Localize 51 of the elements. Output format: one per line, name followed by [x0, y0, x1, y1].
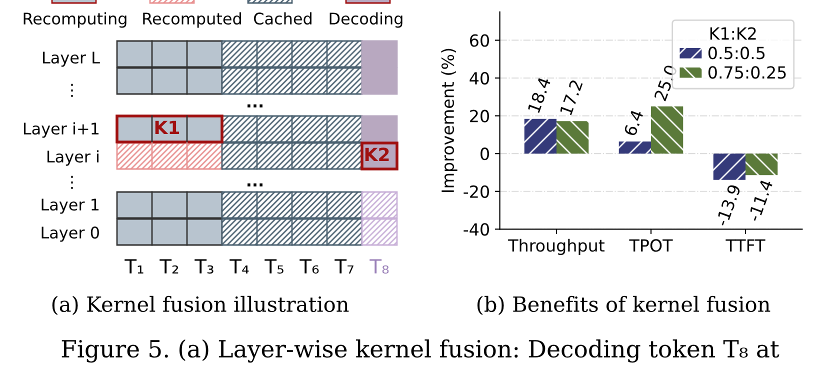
bar	[556, 121, 589, 154]
text: Layer 0	[42, 226, 99, 242]
data-label: 6.4	[624, 109, 644, 136]
text: T₆	[300, 259, 319, 274]
text: T₁	[124, 259, 144, 274]
text: Recomputing	[24, 12, 126, 28]
text: T₂	[160, 259, 178, 274]
y-tick-label: 60	[470, 34, 489, 47]
legend-title: K1:K2	[710, 27, 756, 40]
text: K2	[365, 148, 389, 161]
y-tick-label: 40	[470, 72, 489, 85]
data-label: -11.4	[747, 179, 773, 222]
text: Layer i+1	[24, 122, 99, 138]
x-tick-label: TTFT	[726, 239, 766, 252]
y-tick-label: 20	[470, 110, 489, 122]
x-tick-label: Throughput	[508, 238, 604, 256]
bar	[524, 118, 556, 154]
text: Recomputed	[143, 12, 241, 28]
text: T₃	[194, 259, 214, 274]
text: Decoding	[330, 12, 402, 28]
text: (b) Benefits of kernel fusion	[477, 296, 770, 315]
y-tick-label: -40	[464, 223, 489, 236]
text: Layer 1	[42, 198, 99, 214]
text: T₄	[230, 259, 249, 274]
bar	[618, 141, 651, 154]
y-axis-title: Improvement (%)	[441, 48, 458, 192]
caption: Figure 5. (a) Layer-wise kernel fusion: Decoding token T₈ at	[62, 339, 780, 363]
data-label: -13.9	[715, 184, 741, 227]
text: (a) Kernel fusion illustration	[52, 296, 349, 315]
text: Layer L	[43, 52, 100, 67]
legend-label: 0.75:0.25	[708, 66, 786, 79]
bar	[651, 106, 684, 154]
text: T₅	[264, 259, 284, 274]
text: ...	[248, 104, 262, 108]
y-tick-label: 0	[480, 148, 489, 160]
bar	[746, 154, 778, 176]
data-label: 25.0	[654, 64, 678, 102]
y-tick-label: -20	[464, 185, 489, 198]
text: Cached	[254, 12, 312, 25]
text: T₈	[370, 259, 389, 274]
bar	[713, 154, 746, 180]
data-label: 18.4	[527, 76, 552, 114]
text: ...	[248, 183, 262, 186]
data-label: 17.2	[560, 80, 583, 116]
text: ⋮	[71, 176, 73, 189]
x-tick-label: TPOT	[629, 239, 673, 252]
legend-label: 0.5:0.5	[708, 46, 765, 60]
text: ⋮	[71, 84, 73, 97]
text: K1	[155, 120, 180, 134]
text: T₇	[334, 259, 354, 274]
text: Layer i	[48, 150, 98, 166]
